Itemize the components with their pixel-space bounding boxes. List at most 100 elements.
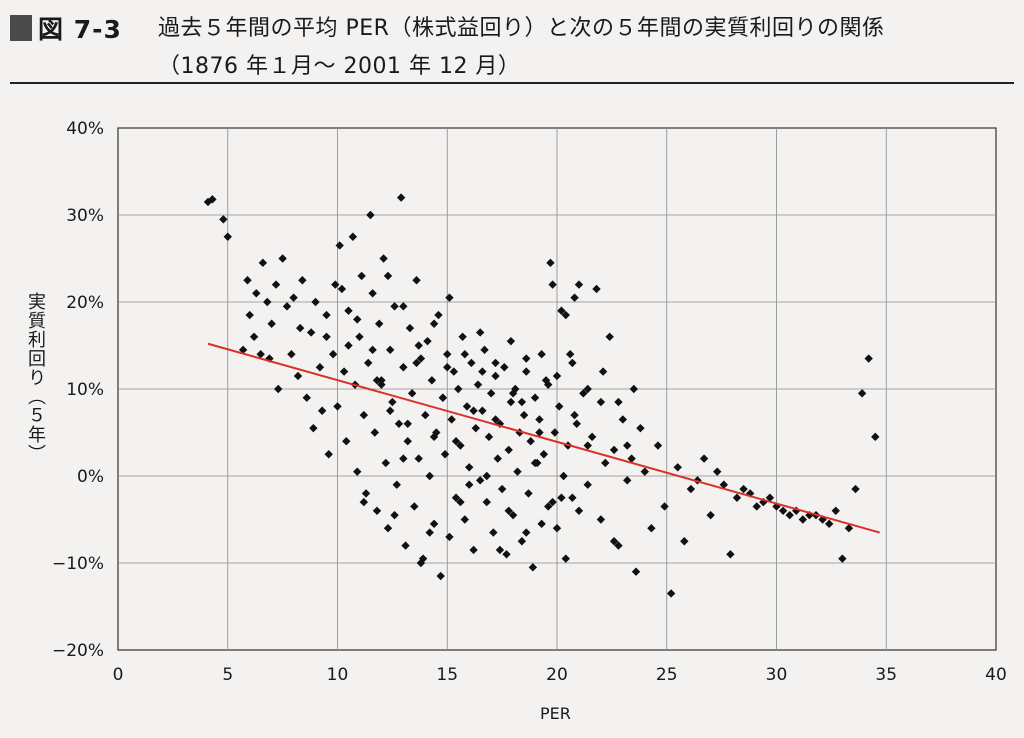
data-point <box>454 384 463 394</box>
data-point <box>322 332 331 341</box>
data-point <box>287 350 296 359</box>
data-point <box>465 463 474 472</box>
y-tick-label: 30% <box>66 206 104 226</box>
data-point <box>552 371 562 381</box>
data-point <box>486 389 496 398</box>
data-point <box>530 393 540 402</box>
data-point <box>335 241 344 250</box>
data-point <box>429 432 439 442</box>
data-point <box>798 515 808 524</box>
data-point <box>394 419 404 428</box>
x-tick-label: 0 <box>113 665 124 685</box>
data-point <box>473 380 483 389</box>
data-point <box>423 336 432 346</box>
data-point <box>390 302 399 311</box>
data-point <box>383 271 393 281</box>
data-point <box>544 380 553 389</box>
data-point <box>491 358 500 368</box>
x-tick-label: 15 <box>436 665 458 685</box>
data-point <box>429 519 439 529</box>
data-point <box>673 463 682 472</box>
data-point <box>443 363 452 372</box>
data-point <box>344 306 353 315</box>
data-point <box>530 458 540 468</box>
data-point <box>451 493 461 502</box>
data-point <box>660 502 669 511</box>
data-point <box>539 450 549 459</box>
y-tick-label: −20% <box>52 641 104 661</box>
data-point <box>574 280 584 289</box>
data-point <box>519 410 529 420</box>
data-point <box>627 454 636 463</box>
data-point <box>337 284 347 294</box>
data-point <box>467 358 476 368</box>
y-tick-label: 20% <box>66 293 104 313</box>
data-point <box>425 528 434 537</box>
data-point <box>460 515 470 524</box>
data-point <box>596 397 606 407</box>
figure-subtitle: （1876 年１月～ 2001 年 12 月） <box>158 54 521 79</box>
data-point <box>517 537 527 546</box>
figure-badge: 図 7-3 <box>10 10 122 46</box>
data-point <box>407 389 417 398</box>
data-point <box>513 467 522 476</box>
data-point <box>353 315 362 324</box>
data-point <box>375 319 384 328</box>
data-point <box>623 476 632 485</box>
data-point <box>399 363 408 372</box>
data-point <box>550 428 560 437</box>
data-point <box>252 289 261 298</box>
data-point <box>368 289 377 298</box>
data-point <box>504 445 513 455</box>
data-point <box>528 563 538 572</box>
data-point <box>618 415 628 424</box>
data-point <box>401 541 410 550</box>
data-point <box>497 484 507 494</box>
header-divider <box>10 82 1014 84</box>
data-point <box>572 419 581 428</box>
data-point <box>609 445 619 455</box>
data-point <box>471 423 480 433</box>
data-point <box>489 528 498 537</box>
x-tick-label: 40 <box>985 665 1007 685</box>
data-point <box>631 567 641 576</box>
data-point <box>739 484 748 494</box>
data-point <box>522 367 531 376</box>
data-point <box>278 254 287 263</box>
data-point <box>440 450 450 459</box>
data-point <box>614 397 623 407</box>
data-point <box>434 310 443 320</box>
data-point <box>302 393 311 402</box>
data-point <box>537 519 546 529</box>
data-point <box>339 367 349 376</box>
data-point <box>451 437 461 446</box>
data-point <box>342 437 351 446</box>
data-point <box>331 280 340 289</box>
data-point <box>456 441 465 450</box>
data-point <box>385 406 395 415</box>
data-point <box>219 215 228 224</box>
data-point <box>249 332 259 341</box>
data-point <box>583 384 592 394</box>
data-point <box>436 571 445 581</box>
data-point <box>765 493 775 502</box>
data-point <box>462 402 472 411</box>
data-point <box>357 271 366 281</box>
data-point <box>383 524 393 533</box>
data-point <box>475 476 485 485</box>
data-point <box>370 428 380 437</box>
data-point <box>414 341 423 350</box>
data-point <box>726 550 735 559</box>
data-point <box>706 510 715 520</box>
data-point <box>469 406 478 415</box>
data-point <box>629 384 639 394</box>
x-tick-label: 5 <box>222 665 233 685</box>
data-point <box>412 358 421 368</box>
data-point <box>390 510 399 520</box>
data-point <box>416 354 426 363</box>
data-point <box>364 358 373 368</box>
data-point <box>377 380 386 389</box>
data-point <box>245 310 254 320</box>
data-point <box>298 276 307 285</box>
